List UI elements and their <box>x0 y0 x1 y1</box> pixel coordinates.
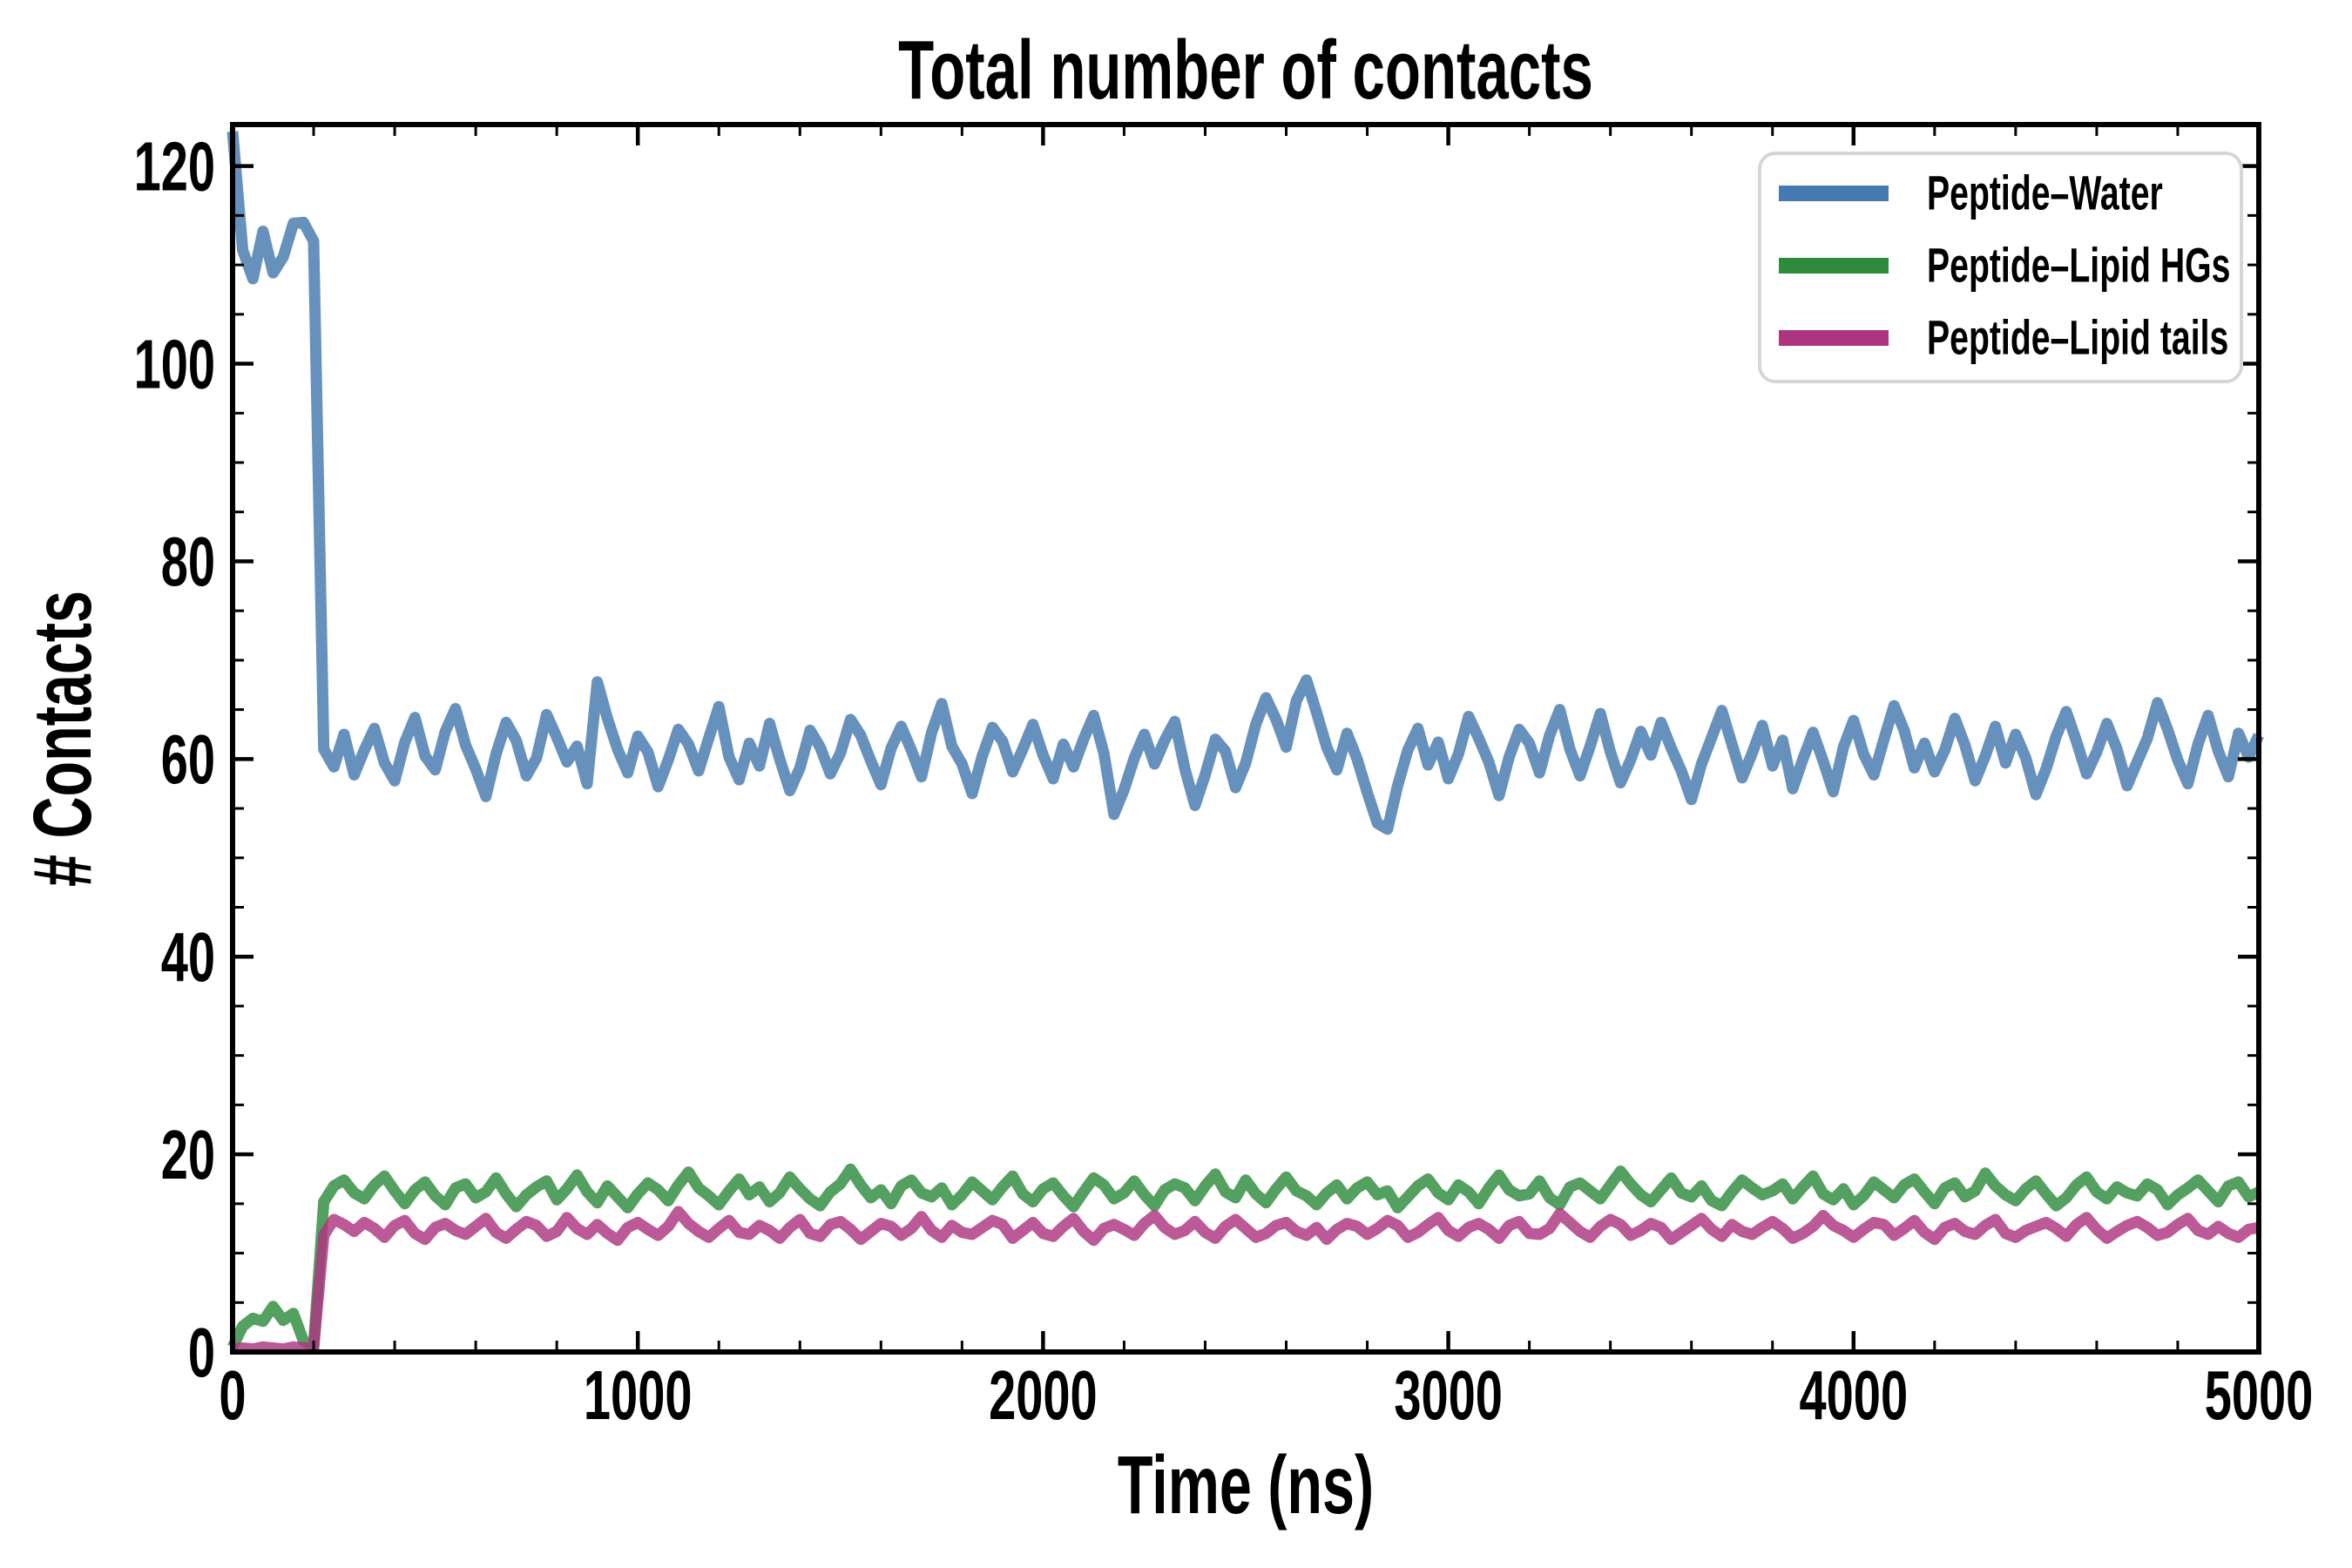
legend-swatch-peptide-water <box>1779 186 1889 201</box>
x-tick-label: 3000 <box>1394 1355 1503 1434</box>
y-tick-label: 0 <box>188 1313 215 1391</box>
legend-box <box>1758 152 2243 383</box>
chart-title: Total number of contacts <box>898 23 1593 117</box>
y-tick-label: 20 <box>161 1115 215 1193</box>
y-tick-label: 60 <box>161 720 215 798</box>
axis-tick-labels: 0 1000 2000 3000 4000 5000 0 20 40 60 80 100 120 <box>134 126 2314 1434</box>
series-line-peptide-lipid-hgs <box>227 1163 2261 1352</box>
y-axis-label: # Contacts <box>17 591 108 887</box>
legend-swatch-peptide-lipid-tails <box>1779 330 1889 346</box>
y-tick-label: 40 <box>161 917 215 996</box>
legend: Peptide–Water Peptide–Lipid HGs Peptide–Li… <box>1758 152 2243 383</box>
series-group <box>226 131 2264 1355</box>
plot-frame <box>230 122 2261 1355</box>
series-line-peptide-lipid-tails <box>232 1206 2261 1355</box>
legend-item-peptide-lipid-tails: Peptide–Lipid tails <box>1779 311 2228 366</box>
legend-label-peptide-lipid-hgs: Peptide–Lipid HGs <box>1927 239 2230 294</box>
legend-item-peptide-water: Peptide–Water <box>1779 166 2163 221</box>
x-axis-label: Time (ns) <box>1118 1439 1374 1531</box>
y-tick-label: 120 <box>134 126 215 205</box>
legend-label-peptide-lipid-tails: Peptide–Lipid tails <box>1927 311 2228 366</box>
x-tick-label: 2000 <box>989 1355 1098 1434</box>
x-tick-label: 5000 <box>2205 1355 2314 1434</box>
series-line-peptide-water <box>226 131 2264 835</box>
legend-swatch-peptide-lipid-hgs <box>1779 258 1889 274</box>
y-tick-label: 80 <box>161 522 215 600</box>
x-tick-label: 4000 <box>1800 1355 1909 1434</box>
x-tick-label: 1000 <box>584 1355 693 1434</box>
y-tick-label: 100 <box>134 324 215 402</box>
legend-label-peptide-water: Peptide–Water <box>1927 166 2163 221</box>
legend-item-peptide-lipid-hgs: Peptide–Lipid HGs <box>1779 239 2230 294</box>
x-tick-label: 0 <box>219 1355 246 1434</box>
